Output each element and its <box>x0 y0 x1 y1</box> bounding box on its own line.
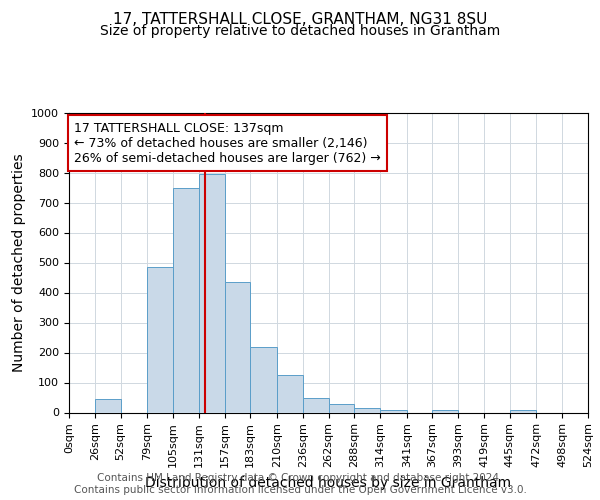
X-axis label: Distribution of detached houses by size in Grantham: Distribution of detached houses by size … <box>145 476 512 490</box>
Bar <box>354 408 380 412</box>
Text: Contains HM Land Registry data © Crown copyright and database right 2024.
Contai: Contains HM Land Registry data © Crown c… <box>74 474 526 495</box>
Bar <box>303 398 329 412</box>
Bar <box>433 410 458 412</box>
Bar <box>95 399 121 412</box>
Text: 17, TATTERSHALL CLOSE, GRANTHAM, NG31 8SU: 17, TATTERSHALL CLOSE, GRANTHAM, NG31 8S… <box>113 12 487 28</box>
Bar <box>380 410 407 412</box>
Bar <box>199 174 224 412</box>
Text: Size of property relative to detached houses in Grantham: Size of property relative to detached ho… <box>100 24 500 38</box>
Bar <box>250 346 277 412</box>
Bar <box>147 267 173 412</box>
Bar <box>329 404 354 412</box>
Text: 17 TATTERSHALL CLOSE: 137sqm
← 73% of detached houses are smaller (2,146)
26% of: 17 TATTERSHALL CLOSE: 137sqm ← 73% of de… <box>74 122 381 164</box>
Bar <box>173 188 199 412</box>
Bar <box>277 375 303 412</box>
Y-axis label: Number of detached properties: Number of detached properties <box>12 153 26 372</box>
Bar <box>224 282 250 412</box>
Bar <box>510 410 536 412</box>
